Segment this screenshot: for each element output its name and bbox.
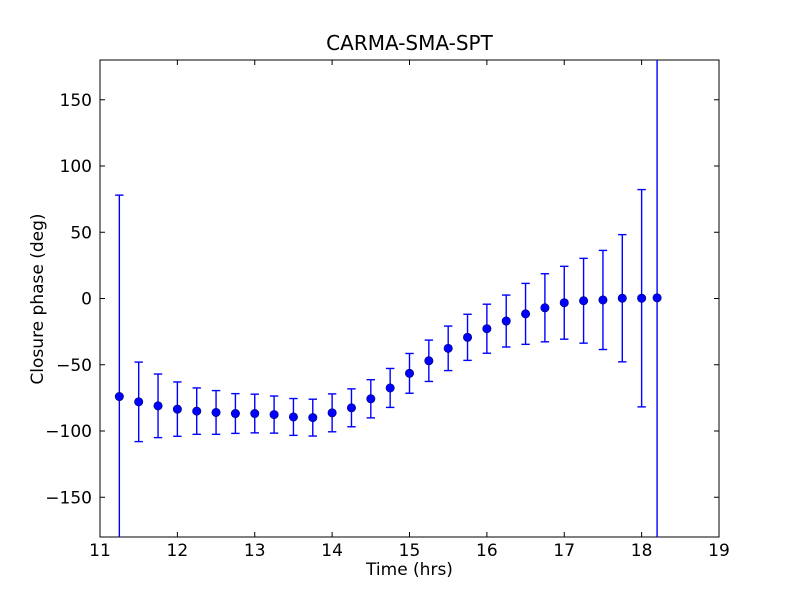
y-tick-label: 100 <box>60 157 92 177</box>
data-point-marker <box>327 408 337 418</box>
y-tick-label: −100 <box>45 422 92 442</box>
data-point-marker <box>211 407 221 417</box>
data-point-marker <box>114 392 124 402</box>
x-tick-label: 12 <box>167 541 189 561</box>
x-tick-label: 15 <box>399 541 421 561</box>
x-tick-label: 18 <box>631 541 653 561</box>
data-point-marker <box>404 368 414 378</box>
x-tick-label: 19 <box>708 541 730 561</box>
data-point-marker <box>637 293 647 303</box>
chart-title: CARMA-SMA-SPT <box>326 31 493 55</box>
y-tick-label: 50 <box>70 223 92 243</box>
data-point-marker <box>269 410 279 420</box>
data-point-marker <box>134 397 144 407</box>
data-point-marker <box>463 332 473 342</box>
data-point-marker <box>172 404 182 414</box>
data-point-marker <box>443 343 453 353</box>
x-tick-label: 16 <box>476 541 498 561</box>
y-tick-label: −50 <box>56 356 92 376</box>
data-point-marker <box>521 309 531 319</box>
data-point-marker <box>617 293 627 303</box>
y-axis-label: Closure phase (deg) <box>28 213 48 385</box>
data-point-marker <box>598 295 608 305</box>
data-point-marker <box>652 293 662 303</box>
data-point-marker <box>424 356 434 366</box>
data-point-marker <box>366 394 376 404</box>
data-point-marker <box>346 403 356 413</box>
data-point-marker <box>579 296 589 306</box>
data-point-marker <box>501 316 511 326</box>
x-tick-label: 13 <box>244 541 266 561</box>
plot-frame <box>99 59 720 538</box>
x-axis-label: Time (hrs) <box>366 560 453 580</box>
y-tick-label: 0 <box>81 290 92 310</box>
data-point-marker <box>250 409 260 419</box>
data-point-marker <box>153 401 163 411</box>
data-point-marker <box>385 383 395 393</box>
data-point-marker <box>540 303 550 313</box>
x-tick-label: 17 <box>553 541 575 561</box>
x-tick-label: 11 <box>89 541 111 561</box>
data-point-marker <box>308 413 318 423</box>
data-point-marker <box>230 409 240 419</box>
data-point-marker <box>559 298 569 308</box>
y-tick-label: −150 <box>45 488 92 508</box>
y-tick-label: 150 <box>60 91 92 111</box>
x-tick-label: 14 <box>321 541 343 561</box>
data-point-marker <box>288 412 298 422</box>
data-point-marker <box>482 324 492 334</box>
data-point-marker <box>192 406 202 416</box>
